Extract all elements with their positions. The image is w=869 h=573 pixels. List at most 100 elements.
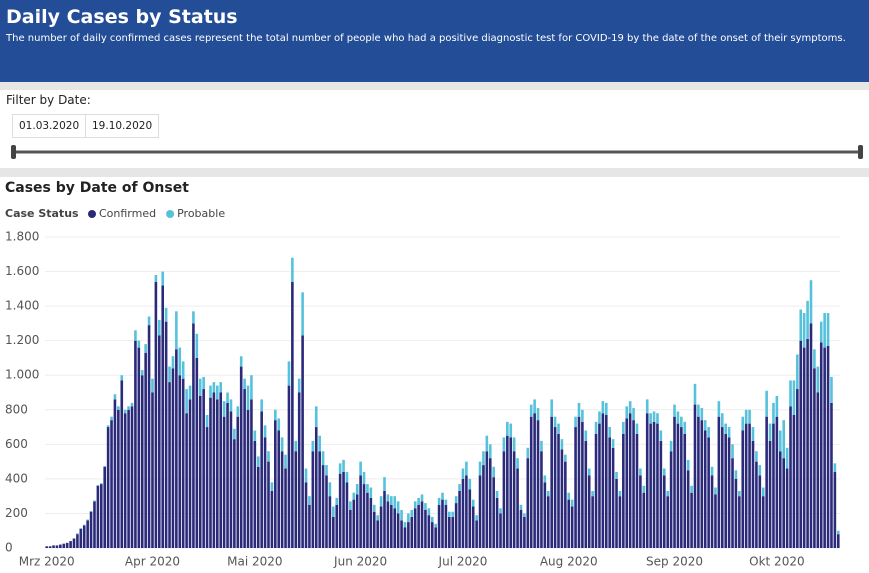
bar-segment xyxy=(656,413,659,424)
bar-segment xyxy=(461,468,465,479)
bar-segment xyxy=(789,406,792,548)
bar-segment xyxy=(536,420,540,548)
bar-segment xyxy=(342,471,345,548)
bar-segment xyxy=(134,330,137,341)
bar-segment xyxy=(635,423,639,434)
bar-segment xyxy=(117,409,120,548)
bar-segment xyxy=(625,406,629,419)
bar-segment xyxy=(509,437,513,548)
bar-segment xyxy=(321,451,325,466)
bar-segment xyxy=(720,413,724,428)
bar-segment xyxy=(669,440,673,452)
bar-segment xyxy=(642,492,646,548)
bar-segment xyxy=(403,522,407,528)
legend-label: Confirmed xyxy=(99,207,156,220)
legend-marker xyxy=(166,210,175,218)
bar-segment xyxy=(574,416,577,428)
bar-segment xyxy=(243,389,246,548)
date-slider[interactable] xyxy=(0,140,869,164)
bar-segment xyxy=(335,504,339,548)
bar-segment xyxy=(465,475,468,548)
bar-segment xyxy=(652,411,656,422)
bar-segment xyxy=(192,323,195,548)
bar-segment xyxy=(127,409,130,548)
bar-segment xyxy=(587,468,591,476)
bar-segment xyxy=(287,361,291,386)
bar-segment xyxy=(529,416,533,548)
bar-segment xyxy=(434,527,437,548)
bar-segment xyxy=(263,437,267,548)
bar-segment xyxy=(836,530,840,535)
bar-segment xyxy=(321,465,325,548)
bar-segment xyxy=(332,506,335,517)
bar-segment xyxy=(79,528,83,529)
bar-segment xyxy=(181,361,185,379)
bar-segment xyxy=(103,466,107,548)
bar-segment xyxy=(683,421,687,434)
bar-segment xyxy=(137,347,141,548)
bar-segment xyxy=(164,307,168,322)
end-date[interactable]: 19.10.2020 xyxy=(85,114,160,138)
start-date[interactable]: 01.03.2020 xyxy=(12,114,87,138)
bar-segment xyxy=(553,427,557,548)
bar-segment xyxy=(427,508,431,516)
bar-segment xyxy=(260,399,263,412)
bar-segment xyxy=(478,475,482,548)
bar-segment xyxy=(727,437,731,548)
bar-segment xyxy=(209,397,212,548)
bar-segment xyxy=(714,487,717,495)
bar-segment xyxy=(720,427,724,548)
bar-segment xyxy=(345,471,349,483)
bar-segment xyxy=(540,440,543,452)
bar-segment xyxy=(185,413,188,548)
bar-segment xyxy=(52,545,55,548)
bar-segment xyxy=(826,345,830,548)
bar-segment xyxy=(618,496,622,548)
bar-segment xyxy=(229,411,233,548)
bar-segment xyxy=(533,413,536,548)
bar-segment xyxy=(246,385,250,410)
bar-segment xyxy=(448,516,451,548)
bar-segment xyxy=(751,427,755,441)
legend-title: Case Status xyxy=(5,207,79,220)
bar-segment xyxy=(666,496,669,548)
bar-segment xyxy=(359,461,362,476)
y-tick-label: 1.400 xyxy=(5,299,39,313)
x-tick-label: Mrz 2020 xyxy=(19,555,75,569)
bar-segment xyxy=(147,325,151,548)
bar-segment xyxy=(410,509,414,517)
bar-segment xyxy=(219,392,223,548)
bar-segment xyxy=(659,430,663,441)
y-tick-label: 0 xyxy=(5,541,13,555)
bar-segment xyxy=(604,402,608,415)
bar-segment xyxy=(277,418,281,431)
bar-segment xyxy=(645,399,649,414)
bar-segment xyxy=(499,508,502,514)
bar-segment xyxy=(311,440,315,452)
bar-segment xyxy=(226,402,229,548)
bar-segment xyxy=(267,451,270,462)
chart: Cases by Date of Onset Case Status 0 200 4… xyxy=(5,180,840,569)
bar-segment xyxy=(564,461,567,548)
bar-segment xyxy=(506,435,509,548)
bar-segment xyxy=(536,408,540,421)
bar-segment xyxy=(287,385,291,548)
bar-segment xyxy=(594,433,598,548)
bar-segment xyxy=(755,451,758,462)
bar-segment xyxy=(441,499,444,548)
bar-segment xyxy=(325,465,328,476)
bar-segment xyxy=(297,392,301,548)
bar-segment xyxy=(680,427,683,548)
bar-segment xyxy=(294,440,298,452)
bar-segment xyxy=(318,435,321,452)
bar-segment xyxy=(727,427,731,438)
bar-segment xyxy=(229,399,233,412)
bar-segment xyxy=(546,496,550,548)
bar-segment xyxy=(430,516,434,523)
bar-segment xyxy=(506,421,509,436)
bar-segment xyxy=(372,504,376,512)
bar-segment xyxy=(386,501,390,548)
bar-segment xyxy=(751,440,755,548)
bar-segment xyxy=(212,382,216,393)
bar-segment xyxy=(734,470,738,479)
